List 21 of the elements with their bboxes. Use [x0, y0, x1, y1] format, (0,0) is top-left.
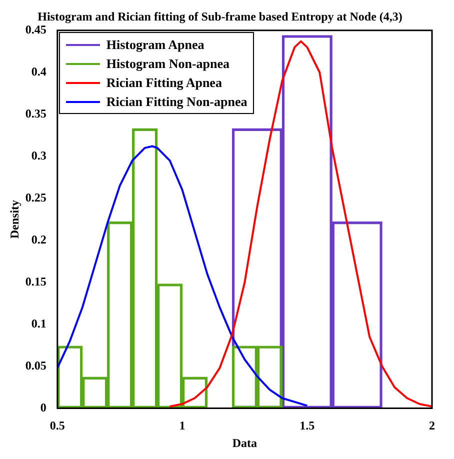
x-tick-label: 2 [429, 418, 435, 432]
x-tick-label: 1 [179, 418, 186, 432]
legend-label: Histogram Apnea [106, 36, 204, 53]
y-tick-label: 0.25 [25, 190, 46, 204]
x-tick-label: 1.5 [300, 418, 315, 432]
y-tick-label: 0 [40, 400, 46, 414]
y-tick-label: 0.3 [31, 148, 46, 162]
y-tick-label: 0.15 [25, 274, 46, 288]
y-tick-label: 0.2 [31, 232, 46, 246]
y-tick-label: 0.45 [25, 22, 46, 36]
y-tick-label: 0.4 [31, 64, 46, 78]
y-axis-title: Density [7, 200, 22, 239]
x-tick-label: 0.5 [50, 418, 65, 432]
legend-label: Rician Fitting Non-apnea [106, 94, 248, 110]
chart-title: Histogram and Rician fitting of Sub-frame based Entropy at Node (4,3) [38, 9, 402, 24]
x-axis-title: Data [232, 436, 258, 450]
legend-label: Histogram Non-apnea [106, 56, 230, 72]
y-tick-label: 0.1 [31, 316, 46, 330]
y-tick-label: 0.35 [25, 106, 46, 120]
legend-label: Rician Fitting Apnea [106, 74, 222, 91]
y-tick-label: 0.05 [25, 358, 46, 372]
